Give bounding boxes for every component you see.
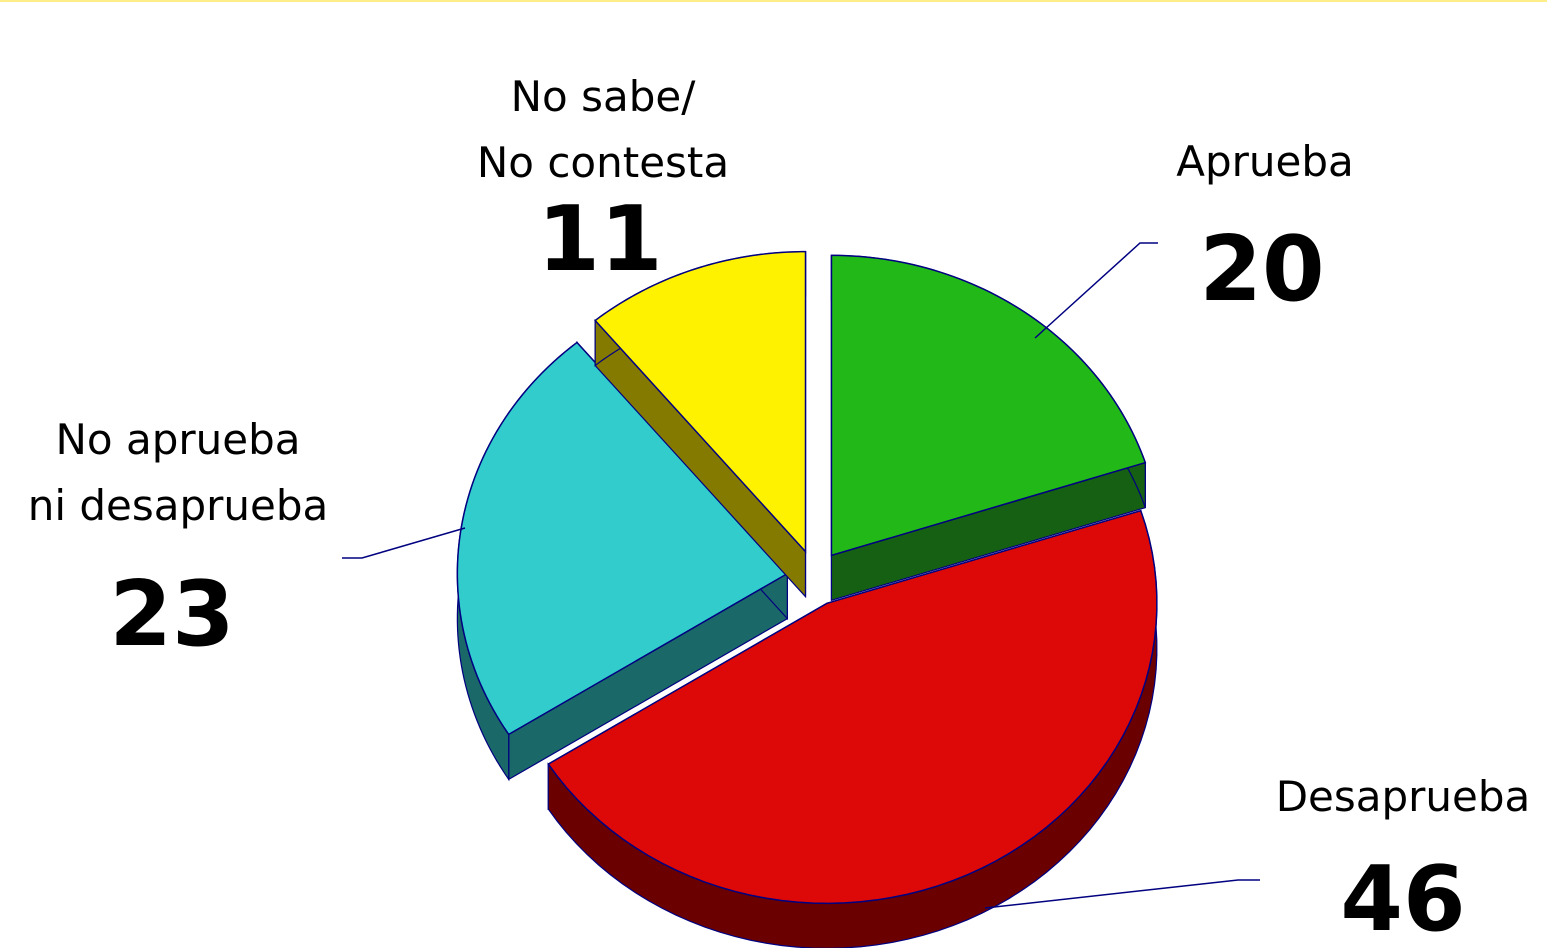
value-label: 20 bbox=[1199, 217, 1325, 322]
pie bbox=[456, 250, 1158, 948]
category-label: Aprueba bbox=[1176, 137, 1354, 186]
pie-slice bbox=[547, 509, 1158, 905]
leader-line bbox=[984, 879, 1260, 909]
pie-slice bbox=[456, 341, 789, 736]
leader-line bbox=[342, 527, 466, 559]
value-label: 11 bbox=[537, 187, 663, 292]
pie-slice bbox=[594, 250, 807, 554]
category-label: Desaprueba bbox=[1275, 772, 1531, 821]
leader-line bbox=[1034, 242, 1158, 339]
value-label: 46 bbox=[1340, 847, 1466, 948]
category-label: No sabe/ No contesta bbox=[476, 72, 730, 187]
value-label: 23 bbox=[109, 562, 235, 667]
category-label: No aprueba ni desaprueba bbox=[27, 415, 329, 530]
pie-slice bbox=[830, 254, 1147, 557]
